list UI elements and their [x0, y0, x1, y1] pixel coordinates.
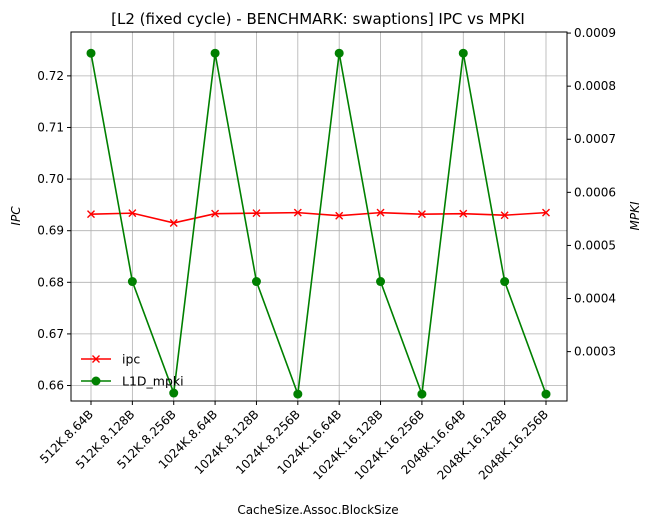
- data-point-ipc: [500, 211, 509, 220]
- data-point-L1D_mpki: [376, 277, 386, 287]
- legend-label-ipc: ipc: [122, 352, 140, 367]
- data-point-ipc: [417, 210, 426, 219]
- chart-title: [L2 (fixed cycle) - BENCHMARK: swaptions…: [111, 10, 525, 28]
- grid: [71, 32, 567, 401]
- legend-marker-L1D_mpki: [91, 376, 101, 386]
- x-tick-label: 2048K.16.256B: [476, 407, 551, 482]
- plot-frame: [70, 31, 568, 402]
- data-point-L1D_mpki: [251, 277, 261, 287]
- y-axis-label-right: MPKI: [628, 201, 642, 230]
- y-tick-label-right: 0.0005: [574, 238, 616, 252]
- data-point-L1D_mpki: [293, 389, 303, 399]
- data-point-ipc: [376, 208, 385, 217]
- y-tick-label-left: 0.72: [37, 69, 64, 83]
- data-point-ipc: [542, 208, 550, 217]
- data-point-L1D_mpki: [86, 48, 96, 58]
- y-tick-label-left: 0.70: [37, 172, 64, 186]
- y-tick-label-right: 0.0008: [574, 79, 616, 93]
- legend-marker-ipc: [92, 355, 100, 363]
- x-ticks: 512K.8.64B512K.8.128B512K.8.256B1024K.8.…: [37, 401, 551, 482]
- y-tick-label-left: 0.69: [37, 224, 64, 238]
- y-tick-label-left: 0.67: [37, 327, 64, 341]
- y-tick-label-left: 0.66: [37, 379, 64, 393]
- series-line-L1D_mpki: [90, 53, 547, 395]
- data-point-L1D_mpki: [417, 389, 427, 399]
- data-point-ipc: [169, 218, 178, 227]
- data-point-ipc: [211, 209, 220, 218]
- series-line-ipc: [90, 211, 547, 224]
- legend-label-L1D_mpki: L1D_mpki: [122, 374, 184, 389]
- y-tick-label-right: 0.0006: [574, 185, 616, 199]
- data-point-ipc: [252, 209, 261, 218]
- x-tick-label: 1024K.16.128B: [310, 407, 385, 482]
- data-point-L1D_mpki: [210, 48, 220, 58]
- x-tick-label: 2048K.16.128B: [434, 407, 509, 482]
- data-point-L1D_mpki: [127, 277, 137, 287]
- y-tick-label-right: 0.0009: [574, 26, 616, 40]
- data-point-L1D_mpki: [500, 277, 510, 287]
- data-point-L1D_mpki: [334, 48, 344, 58]
- y-tick-label-right: 0.0003: [574, 345, 616, 359]
- data-point-ipc: [293, 208, 302, 217]
- data-point-L1D_mpki: [169, 388, 179, 398]
- x-tick-label: 1024K.16.256B: [352, 407, 427, 482]
- data-point-ipc: [335, 211, 344, 220]
- data-point-ipc: [128, 209, 137, 218]
- y-tick-label-left: 0.71: [37, 120, 64, 134]
- y-ticks-left: 0.66 0.67 0.68 0.69 0.70 0.71 0.72: [37, 69, 71, 393]
- data-point-L1D_mpki: [541, 389, 551, 399]
- y-ticks-right: 0.0003 0.0004 0.0005 0.0006 0.0007 0.0008 0.00…: [567, 26, 616, 359]
- y-tick-label-left: 0.68: [37, 275, 64, 289]
- series-layer: [86, 48, 551, 399]
- x-axis-label: CacheSize.Assoc.BlockSize: [237, 503, 398, 517]
- data-point-ipc: [459, 209, 468, 218]
- y-tick-label-right: 0.0004: [574, 292, 616, 306]
- legend: ipc L1D_mpki: [81, 352, 184, 389]
- data-point-L1D_mpki: [458, 48, 468, 58]
- data-point-ipc: [87, 210, 95, 219]
- y-axis-label-left: IPC: [9, 206, 23, 226]
- y-tick-label-right: 0.0007: [574, 132, 616, 146]
